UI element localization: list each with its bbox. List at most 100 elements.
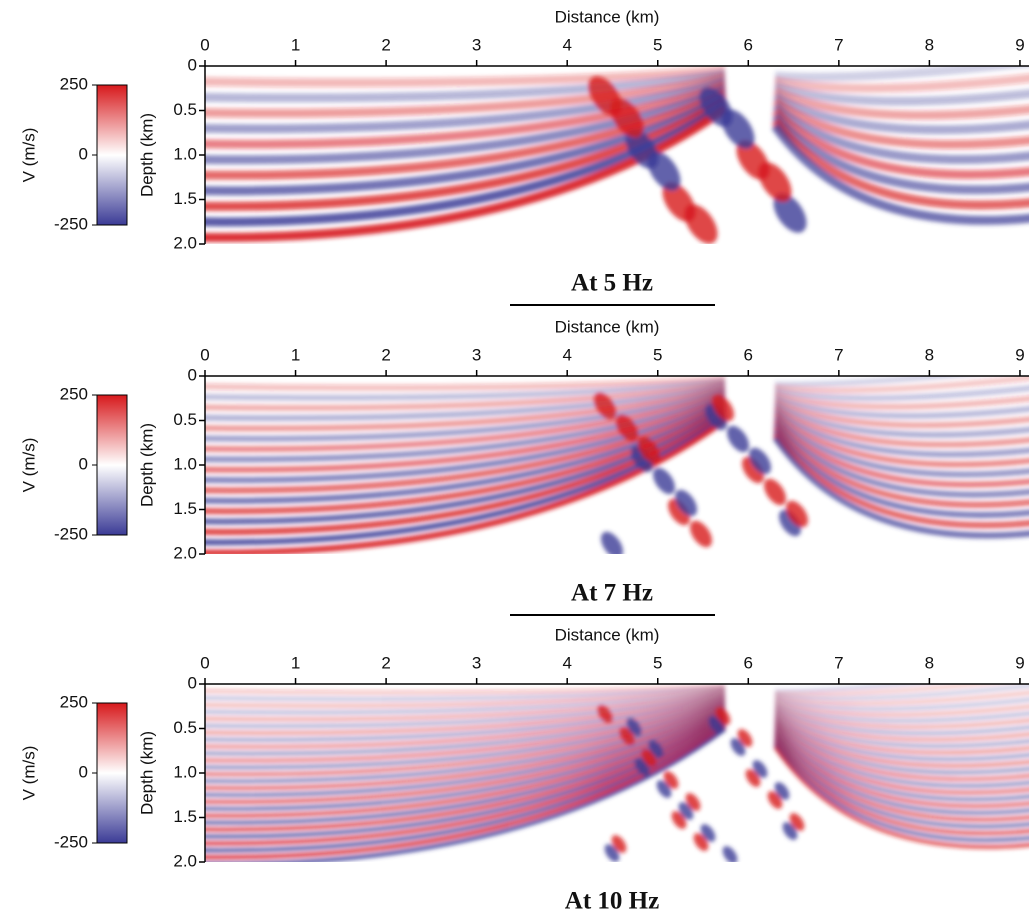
reflector <box>205 396 727 473</box>
wavefield-image <box>205 684 1029 862</box>
x-tick-label: 7 <box>834 345 843 364</box>
colorbar-tick-label: -250 <box>54 214 88 233</box>
reflector <box>205 701 726 763</box>
reflector <box>771 113 1029 195</box>
reflector <box>205 722 727 846</box>
x-axis-label: Distance (km) <box>555 625 660 644</box>
reflector <box>234 727 727 862</box>
x-tick-label: 8 <box>925 35 934 54</box>
x-tick-label: 0 <box>200 345 209 364</box>
reflector <box>205 97 728 211</box>
reflector <box>772 429 1029 519</box>
reflector <box>205 415 727 546</box>
y-tick-label: 0 <box>188 673 197 692</box>
colorbar-tick-label: -250 <box>54 832 88 851</box>
colorbar-tick-label: 250 <box>60 692 88 711</box>
reflector <box>773 743 1029 843</box>
reflector <box>205 417 727 554</box>
reflector <box>774 376 975 388</box>
scatter-blob <box>726 425 750 453</box>
reflector <box>205 69 726 103</box>
colorbar-tick-label: 0 <box>79 762 88 781</box>
reflector <box>205 386 726 432</box>
reflector <box>205 93 728 196</box>
y-axis-label: Depth (km) <box>137 423 156 507</box>
scatter-blob <box>597 705 613 723</box>
wavefield-bands <box>205 376 1029 554</box>
reflector <box>774 376 1029 394</box>
colorbar-tick-label: 0 <box>79 454 88 473</box>
x-tick-label: 3 <box>472 653 481 672</box>
y-tick-label: 1.5 <box>173 807 197 826</box>
reflector <box>771 118 1029 210</box>
reflector <box>773 723 1029 782</box>
scatter-blob <box>626 718 642 736</box>
reflector <box>205 694 726 735</box>
reflector <box>205 720 727 839</box>
wavefield-bands <box>205 684 1029 862</box>
y-tick-label: 1.5 <box>173 189 197 208</box>
reflector <box>205 702 726 770</box>
reflector <box>773 736 1029 822</box>
colorbar <box>96 84 128 226</box>
x-axis-label: Distance (km) <box>555 7 660 26</box>
reflector <box>773 401 1029 438</box>
x-tick-label: 7 <box>834 653 843 672</box>
reflector <box>205 695 726 742</box>
x-tick-label: 5 <box>653 345 662 364</box>
x-tick-label: 6 <box>744 653 753 672</box>
reflector <box>772 92 1029 135</box>
panel-title: At 5 Hz <box>571 270 653 297</box>
reflector <box>772 102 1029 165</box>
reflector <box>773 408 1029 458</box>
reflector <box>205 66 726 88</box>
reflector <box>774 385 1029 402</box>
y-tick-label: 2.0 <box>173 851 197 870</box>
reflector <box>205 713 726 811</box>
x-tick-label: 3 <box>472 35 481 54</box>
x-tick-label: 1 <box>291 653 300 672</box>
reflector <box>774 684 1029 701</box>
reflector <box>771 107 1029 180</box>
reflector <box>774 702 1029 723</box>
x-tick-label: 7 <box>834 35 843 54</box>
reflector <box>205 708 726 791</box>
reflector <box>205 393 727 463</box>
y-tick-label: 1.0 <box>173 454 197 473</box>
reflector <box>772 425 1029 508</box>
scatter-blob <box>610 98 644 138</box>
reflector <box>205 687 726 708</box>
reflector <box>773 405 1029 448</box>
scatter-blob <box>722 846 738 862</box>
reflector <box>205 709 726 798</box>
y-tick-label: 2.0 <box>173 233 197 252</box>
reflector <box>205 388 726 442</box>
reflector <box>205 706 726 784</box>
scatter-blob <box>715 707 731 725</box>
reflector <box>205 73 726 118</box>
scatter-blob <box>615 414 639 442</box>
reflector <box>773 738 1029 829</box>
reflector <box>205 409 727 525</box>
reflector <box>773 725 1029 788</box>
colorbar <box>96 394 128 536</box>
reflector <box>205 685 726 702</box>
reflector <box>205 77 727 134</box>
reflector <box>773 711 1029 749</box>
colorbar-tick-label: 0 <box>79 144 88 163</box>
reflector <box>205 85 727 165</box>
reflector <box>773 86 1029 120</box>
reflector <box>205 89 727 180</box>
y-axis-label: Depth (km) <box>137 731 156 815</box>
reflector <box>774 73 1029 93</box>
x-tick-label: 4 <box>562 653 571 672</box>
scatter-blob <box>674 489 698 517</box>
x-tick-label: 9 <box>1015 35 1024 54</box>
reflector <box>773 732 1029 809</box>
reflector <box>205 699 726 756</box>
scatter-blob <box>711 394 735 422</box>
y-tick-label: 1.0 <box>173 144 197 163</box>
colorbar-label: V (m/s) <box>19 438 38 493</box>
scatter-blob <box>652 467 676 495</box>
reflector <box>205 378 726 401</box>
